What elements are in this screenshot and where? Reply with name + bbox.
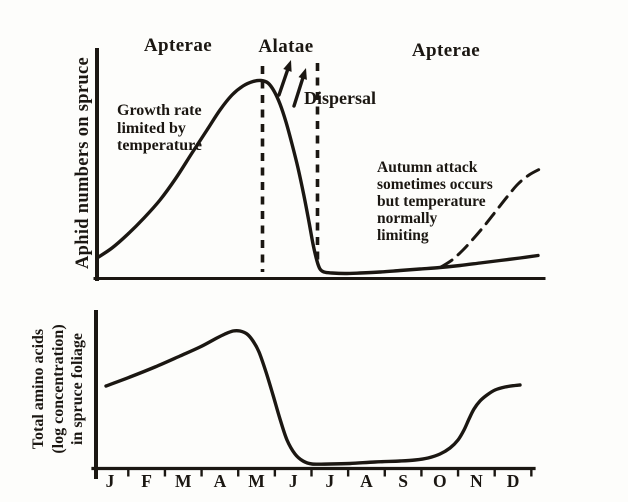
- month-label-4-A: A: [213, 471, 227, 491]
- month-label-9-S: S: [398, 471, 408, 491]
- dispersal-arrow-head: [283, 60, 292, 72]
- aphid-solid-curve: [95, 78, 540, 276]
- top-y-axis-label: Aphid numbers on spruce: [73, 57, 93, 269]
- dispersal-label: Dispersal: [304, 88, 376, 108]
- autumn-attack-annotation-line: but temperature: [377, 193, 486, 210]
- amino-acids-curve: [104, 328, 522, 466]
- bottom-y-axis-label: Total amino acids (log concentration) in…: [29, 306, 89, 472]
- growth-rate-annotation-line: temperature: [117, 137, 202, 154]
- zone-label-alatae: Alatae: [258, 36, 314, 57]
- month-label-10-O: O: [432, 471, 447, 491]
- dispersal-arrow-head: [298, 68, 307, 80]
- autumn-attack-annotation-line: Autumn attack: [377, 159, 478, 176]
- month-label-2-F: F: [141, 471, 152, 491]
- zone-label-apterae-right: Apterae: [411, 40, 481, 61]
- growth-rate-annotation-line: Growth rate: [117, 102, 202, 119]
- dispersal-arrow-shaft: [292, 73, 306, 108]
- month-label-5-M: M: [248, 471, 265, 491]
- autumn-attack-annotation-line: limiting: [377, 227, 429, 244]
- autumn-attack-dashed-curve: [439, 167, 542, 269]
- month-label-12-D: D: [506, 471, 520, 491]
- autumn-attack-annotation: Autumn attack sometimes occurs but tempe…: [377, 159, 493, 244]
- month-label-7-J: J: [325, 471, 335, 491]
- autumn-attack-annotation-line: sometimes occurs: [377, 176, 493, 193]
- month-label-8-A: A: [360, 471, 373, 491]
- month-label-1-J: J: [105, 471, 115, 491]
- month-label-3-M: M: [175, 471, 192, 491]
- month-label-11-N: N: [470, 471, 483, 491]
- bottom-y-axis-label-line: (log concentration): [49, 324, 67, 454]
- bottom-y-axis-label-line: Total amino acids: [30, 328, 47, 450]
- growth-rate-annotation: Growth rate limited by temperature: [117, 102, 202, 155]
- zone-label-apterae-left: Apterae: [143, 35, 213, 56]
- month-label-6-J: J: [288, 471, 298, 491]
- bottom-y-axis-label-line: in spruce foliage: [69, 333, 86, 445]
- autumn-attack-annotation-line: normally: [377, 210, 438, 227]
- growth-rate-annotation-line: limited by: [117, 119, 186, 137]
- dispersal-arrow-shaft: [277, 65, 291, 97]
